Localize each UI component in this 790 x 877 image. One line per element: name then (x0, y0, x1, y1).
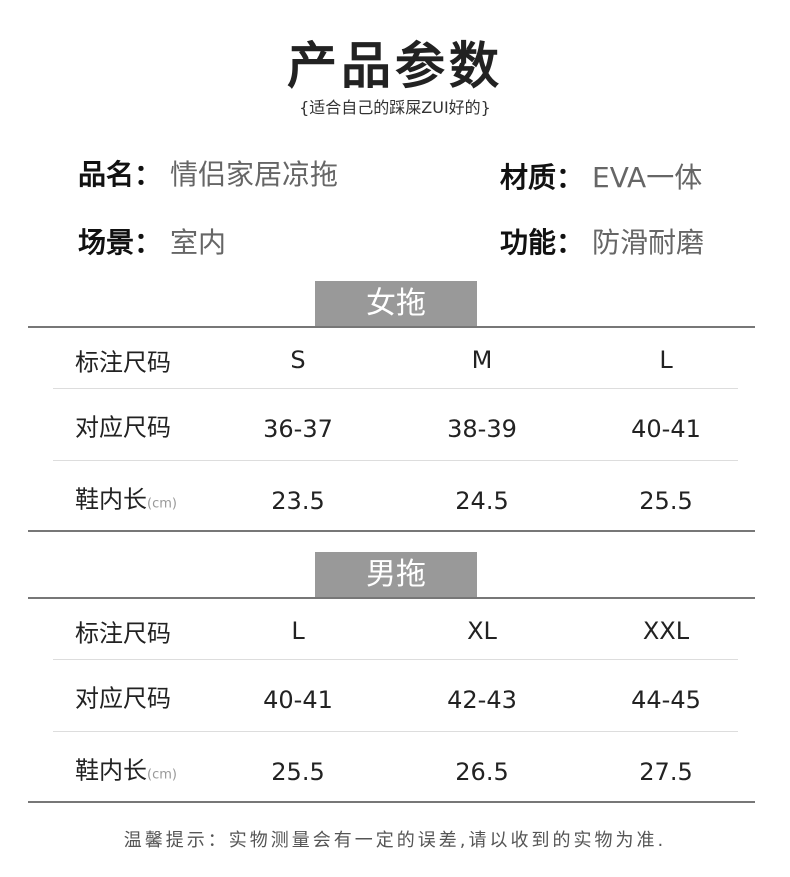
table-cell: XXL (642, 617, 690, 645)
row-separator (53, 731, 738, 732)
table-top-rule (28, 597, 755, 599)
row-separator (53, 460, 738, 461)
table-bottom-rule (28, 530, 755, 532)
attribute-value: EVA一体 (592, 161, 703, 194)
row-label: 对应尺码 (75, 408, 171, 443)
attribute-value: 情侣家居凉拖 (170, 158, 339, 191)
subtitle: {适合自己的踩屎ZUI好的} (299, 98, 491, 117)
footer-note: 温馨提示：实物测量会有一定的误差,请以收到的实物为准. (123, 830, 667, 851)
table-cell: 25.5 (639, 487, 693, 515)
table-cell: 42-43 (447, 686, 517, 714)
row-separator (53, 659, 738, 660)
attribute-label: 材质： (500, 161, 585, 194)
table-cell: 40-41 (631, 415, 701, 443)
row-label: 标注尺码 (75, 614, 171, 649)
table-cell: L (291, 617, 305, 645)
attribute-label: 品名： (78, 158, 163, 191)
table-cell: S (290, 346, 306, 374)
unit: (cm) (147, 767, 177, 783)
table-cell: 25.5 (271, 758, 325, 786)
table-cell: XL (467, 617, 497, 645)
table-top-rule (28, 326, 755, 328)
row-label-text: 标注尺码 (75, 348, 171, 377)
table-bottom-rule (28, 801, 755, 803)
row-label: 鞋内长(cm) (75, 751, 177, 786)
table-cell: 44-45 (631, 686, 701, 714)
table-cell: 38-39 (447, 415, 517, 443)
row-label: 对应尺码 (75, 679, 171, 714)
row-label: 标注尺码 (75, 343, 171, 378)
table-title: 女拖 (315, 281, 477, 327)
table-cell: 27.5 (639, 758, 693, 786)
table-cell: 36-37 (263, 415, 333, 443)
row-label-text: 对应尺码 (75, 413, 171, 442)
row-label-text: 鞋内长 (75, 756, 147, 785)
row-label: 鞋内长(cm) (75, 480, 177, 515)
row-separator (53, 388, 738, 389)
table-cell: 40-41 (263, 686, 333, 714)
row-label-text: 鞋内长 (75, 485, 147, 514)
table-cell: 24.5 (455, 487, 509, 515)
title: 产品参数 (287, 37, 503, 95)
row-label-text: 标注尺码 (75, 619, 171, 648)
table-cell: L (659, 346, 673, 374)
attribute-label: 功能： (500, 226, 585, 259)
row-label-text: 对应尺码 (75, 684, 171, 713)
attribute-value: 防滑耐磨 (592, 226, 705, 259)
table-cell: 23.5 (271, 487, 325, 515)
attribute-label: 场景： (78, 226, 163, 259)
unit: (cm) (147, 496, 177, 512)
table-cell: 26.5 (455, 758, 509, 786)
table-cell: M (471, 346, 493, 374)
attribute-value: 室内 (170, 226, 227, 259)
table-title: 男拖 (315, 552, 477, 598)
